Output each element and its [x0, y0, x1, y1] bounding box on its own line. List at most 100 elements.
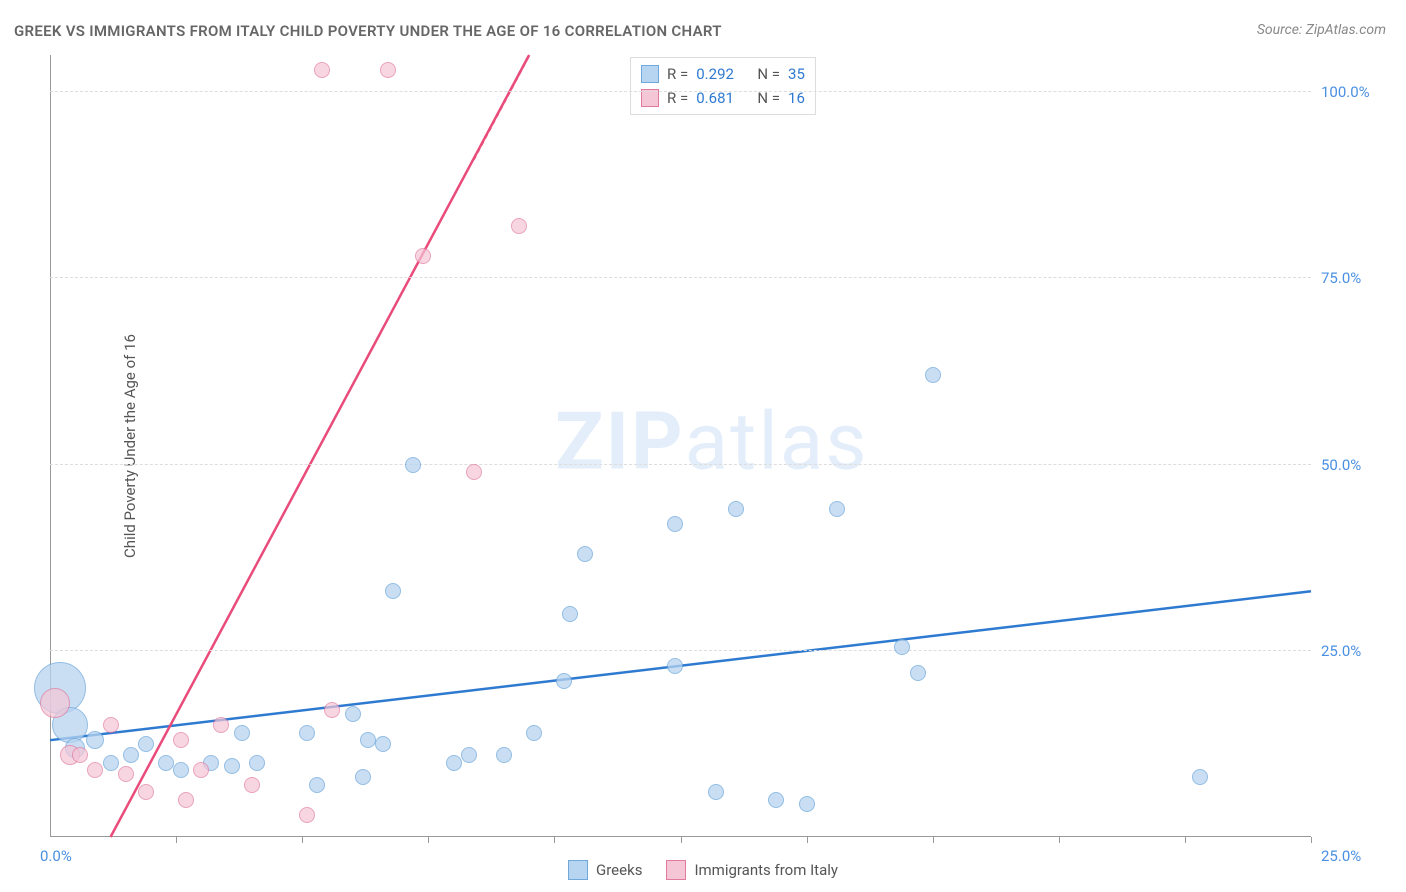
data-point: [375, 736, 391, 752]
legend-swatch-italy: [666, 860, 686, 880]
data-point: [213, 717, 229, 733]
chart-title: GREEK VS IMMIGRANTS FROM ITALY CHILD POV…: [14, 22, 722, 40]
x-tick: [807, 837, 808, 843]
trend-lines-layer: [50, 55, 1311, 837]
plot-area: ZIPatlas 0.0% 25.0% R = 0.292 N = 35 R =…: [50, 55, 1311, 837]
legend-item-italy: Immigrants from Italy: [666, 860, 838, 880]
data-point: [405, 457, 421, 473]
stats-n-value-greeks: 35: [788, 62, 805, 86]
data-point: [415, 248, 431, 264]
trend-line: [111, 55, 530, 837]
data-point: [511, 218, 527, 234]
data-point: [244, 777, 260, 793]
data-point: [193, 762, 209, 778]
data-point: [299, 725, 315, 741]
legend: Greeks Immigrants from Italy: [568, 860, 838, 880]
data-point: [173, 762, 189, 778]
data-point: [708, 784, 724, 800]
legend-item-greeks: Greeks: [568, 860, 642, 880]
stats-n-value-italy: 16: [788, 86, 805, 110]
stats-row-greeks: R = 0.292 N = 35: [641, 62, 805, 86]
x-tick: [1185, 837, 1186, 843]
data-point: [768, 792, 784, 808]
gridline-h: [50, 650, 1311, 651]
data-point: [234, 725, 250, 741]
x-tick: [681, 837, 682, 843]
data-point: [894, 639, 910, 655]
source-label: Source:: [1257, 22, 1302, 38]
x-tick: [302, 837, 303, 843]
data-point: [910, 665, 926, 681]
correlation-stats-box: R = 0.292 N = 35 R = 0.681 N = 16: [630, 57, 816, 115]
x-tick: [428, 837, 429, 843]
y-tick-label: 100.0%: [1321, 83, 1391, 101]
data-point: [309, 777, 325, 793]
x-tick: [1059, 837, 1060, 843]
data-point: [562, 606, 578, 622]
data-point: [103, 755, 119, 771]
stats-r-label: R =: [667, 86, 688, 110]
x-tick: [1311, 837, 1312, 843]
gridline-h: [50, 91, 1311, 92]
stats-row-italy: R = 0.681 N = 16: [641, 86, 805, 110]
data-point: [324, 702, 340, 718]
data-point: [345, 706, 361, 722]
stats-r-value-greeks: 0.292: [696, 62, 734, 86]
data-point: [461, 747, 477, 763]
data-point: [103, 717, 119, 733]
source-name: ZipAtlas.com: [1306, 22, 1386, 38]
source-attribution: Source: ZipAtlas.com: [1257, 22, 1386, 38]
data-point: [360, 732, 376, 748]
stats-n-label: N =: [757, 86, 780, 110]
data-point: [314, 62, 330, 78]
gridline-h: [50, 464, 1311, 465]
data-point: [138, 736, 154, 752]
x-axis-origin-label: 0.0%: [40, 847, 72, 865]
y-tick-label: 25.0%: [1321, 642, 1391, 660]
x-axis-max-label: 25.0%: [1321, 847, 1391, 865]
data-point: [667, 658, 683, 674]
data-point: [173, 732, 189, 748]
stats-r-label: R =: [667, 62, 688, 86]
data-point: [385, 583, 401, 599]
data-point: [123, 747, 139, 763]
x-tick: [933, 837, 934, 843]
data-point: [299, 807, 315, 823]
data-point: [526, 725, 542, 741]
data-point: [446, 755, 462, 771]
data-point: [158, 755, 174, 771]
data-point: [667, 516, 683, 532]
x-tick: [176, 837, 177, 843]
data-point: [577, 546, 593, 562]
data-point: [87, 762, 103, 778]
data-point: [224, 758, 240, 774]
data-point: [138, 784, 154, 800]
data-point: [1192, 769, 1208, 785]
stats-swatch-greeks: [641, 65, 659, 83]
data-point: [556, 673, 572, 689]
data-point: [380, 62, 396, 78]
legend-label-greeks: Greeks: [596, 861, 642, 879]
stats-n-label: N =: [757, 62, 780, 86]
y-tick-label: 75.0%: [1321, 269, 1391, 287]
stats-r-value-italy: 0.681: [696, 86, 734, 110]
data-point: [925, 367, 941, 383]
data-point: [118, 766, 134, 782]
correlation-chart: GREEK VS IMMIGRANTS FROM ITALY CHILD POV…: [0, 0, 1406, 892]
data-point: [355, 769, 371, 785]
data-point: [728, 501, 744, 517]
gridline-h: [50, 277, 1311, 278]
data-point: [40, 688, 70, 718]
data-point: [249, 755, 265, 771]
data-point: [466, 464, 482, 480]
data-point: [496, 747, 512, 763]
legend-swatch-greeks: [568, 860, 588, 880]
data-point: [86, 731, 104, 749]
x-tick: [554, 837, 555, 843]
data-point: [829, 501, 845, 517]
data-point: [72, 747, 88, 763]
data-point: [178, 792, 194, 808]
legend-label-italy: Immigrants from Italy: [694, 861, 838, 879]
y-tick-label: 50.0%: [1321, 456, 1391, 474]
data-point: [799, 796, 815, 812]
